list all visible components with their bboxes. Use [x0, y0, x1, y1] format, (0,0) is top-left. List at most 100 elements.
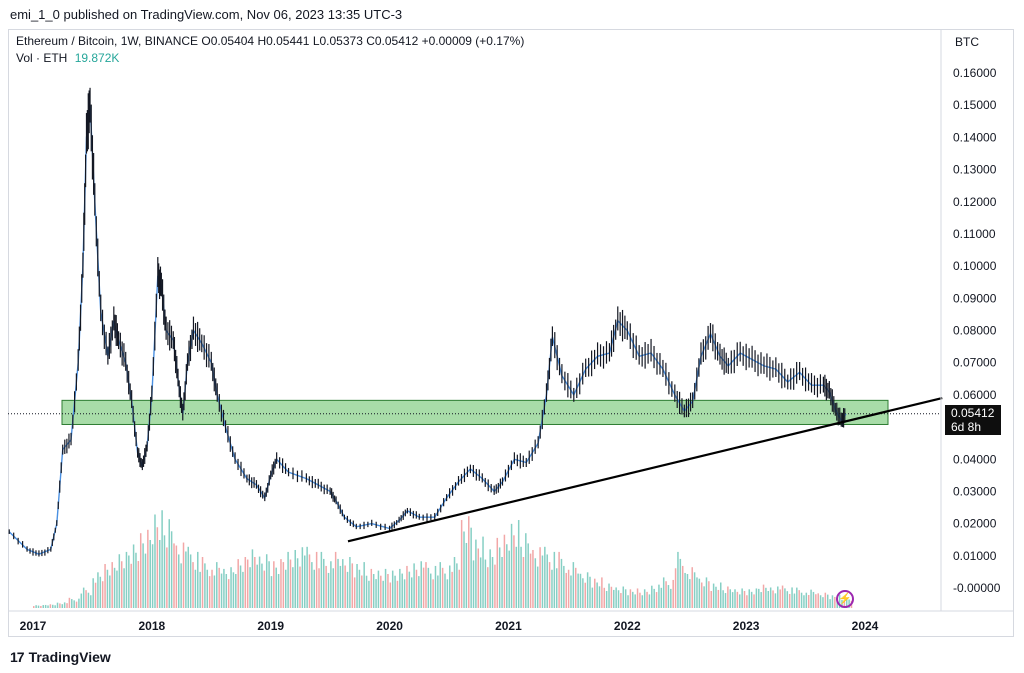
volume-bar — [434, 565, 437, 608]
volume-bar — [254, 557, 256, 608]
volume-bar — [527, 543, 529, 608]
volume-bar — [425, 562, 427, 608]
y-tick-label: 0.02000 — [953, 517, 997, 531]
volume-bar — [546, 554, 548, 608]
volume-bar — [40, 605, 42, 608]
volume-bar — [648, 594, 651, 608]
volume-bar — [192, 562, 194, 608]
volume-bar — [601, 577, 603, 608]
volume-bar — [670, 588, 672, 608]
volume-bar — [439, 562, 441, 608]
volume-bar — [807, 594, 810, 608]
volume-bar — [539, 547, 541, 608]
price-candles — [8, 87, 846, 557]
volume-bar — [477, 548, 480, 608]
lightning-icon[interactable]: ⚡ — [836, 590, 854, 608]
volume-bar — [570, 575, 572, 608]
volume-bar — [294, 549, 296, 608]
volume-bar — [479, 557, 482, 608]
volume-bar — [342, 559, 344, 608]
volume-bar — [225, 574, 228, 608]
volume-bar — [674, 568, 677, 608]
volume-bar — [677, 551, 679, 608]
volume-bar — [365, 575, 368, 608]
volume-bar — [750, 591, 753, 608]
volume-bar — [375, 579, 377, 608]
volume-bar — [166, 547, 168, 608]
volume-bar — [427, 567, 430, 608]
volume-bar — [739, 594, 741, 608]
volume-bar — [111, 562, 113, 608]
y-tick-label: 0.16000 — [953, 66, 997, 80]
y-tick-label: 0.07000 — [953, 356, 997, 370]
volume-bar — [261, 563, 263, 608]
volume-bar — [803, 595, 805, 608]
volume-bar — [318, 568, 320, 608]
volume-bar — [372, 574, 375, 608]
volume-bar — [246, 559, 249, 608]
support-zone — [61, 399, 889, 425]
volume-bar — [151, 544, 154, 608]
volume-bar — [109, 575, 111, 608]
volume-bar — [777, 586, 779, 608]
volume-bar — [125, 551, 128, 608]
volume-bar — [344, 565, 346, 608]
volume-bar — [834, 596, 836, 608]
price-series — [8, 105, 847, 555]
volume-bar — [299, 566, 301, 608]
volume-bar — [681, 565, 684, 608]
volume-bar — [529, 553, 532, 608]
volume-bar — [684, 572, 686, 608]
volume-bar — [408, 571, 411, 608]
volume-bar — [142, 543, 144, 608]
volume-bar — [303, 555, 306, 608]
volume-bar — [451, 571, 453, 608]
volume-bar — [503, 534, 506, 608]
volume-bar — [506, 544, 508, 608]
volume-bar — [672, 579, 674, 608]
brand[interactable]: 17 TradingView — [10, 649, 111, 665]
volume-bar — [339, 565, 342, 608]
volume-bar — [662, 577, 665, 608]
volume-bar — [822, 597, 824, 608]
volume-bar — [42, 605, 45, 608]
volume-bar — [78, 598, 80, 608]
volume-bar — [249, 567, 251, 608]
volume-bar — [513, 535, 515, 608]
volume-bar — [741, 588, 743, 608]
volume-bar — [717, 589, 720, 608]
volume-bar — [446, 579, 449, 608]
volume-bar — [270, 576, 273, 608]
volume-bar — [548, 562, 551, 608]
volume-bar — [693, 572, 696, 608]
volume-bar — [199, 571, 201, 608]
volume-bar — [710, 591, 712, 608]
volume-bar — [92, 578, 94, 608]
volume-bar — [793, 593, 796, 608]
volume-bar — [422, 567, 425, 608]
volume-bar — [686, 574, 689, 608]
volume-bar — [384, 568, 387, 608]
x-tick-label: 2024 — [852, 619, 879, 633]
y-tick-label: 0.12000 — [953, 195, 997, 209]
volume-bar — [163, 535, 166, 608]
volume-bar — [510, 523, 513, 608]
volume-bar — [227, 579, 230, 608]
volume-bar — [49, 604, 52, 608]
volume-bar — [779, 589, 781, 608]
volume-bar — [829, 599, 831, 608]
volume-bar — [230, 567, 232, 608]
volume-bar — [487, 567, 489, 608]
volume-legend: Vol · ETH 19.872K — [16, 51, 524, 65]
volume-bar — [128, 555, 130, 608]
volume-bar — [263, 570, 266, 608]
volume-bar — [679, 558, 682, 608]
volume-bar — [313, 569, 316, 608]
volume-bar — [101, 581, 104, 608]
volume-bar — [437, 575, 439, 608]
volume-bar — [786, 591, 789, 608]
volume-bar — [415, 569, 418, 608]
volume-bar — [470, 527, 472, 608]
volume-bar — [337, 558, 339, 608]
